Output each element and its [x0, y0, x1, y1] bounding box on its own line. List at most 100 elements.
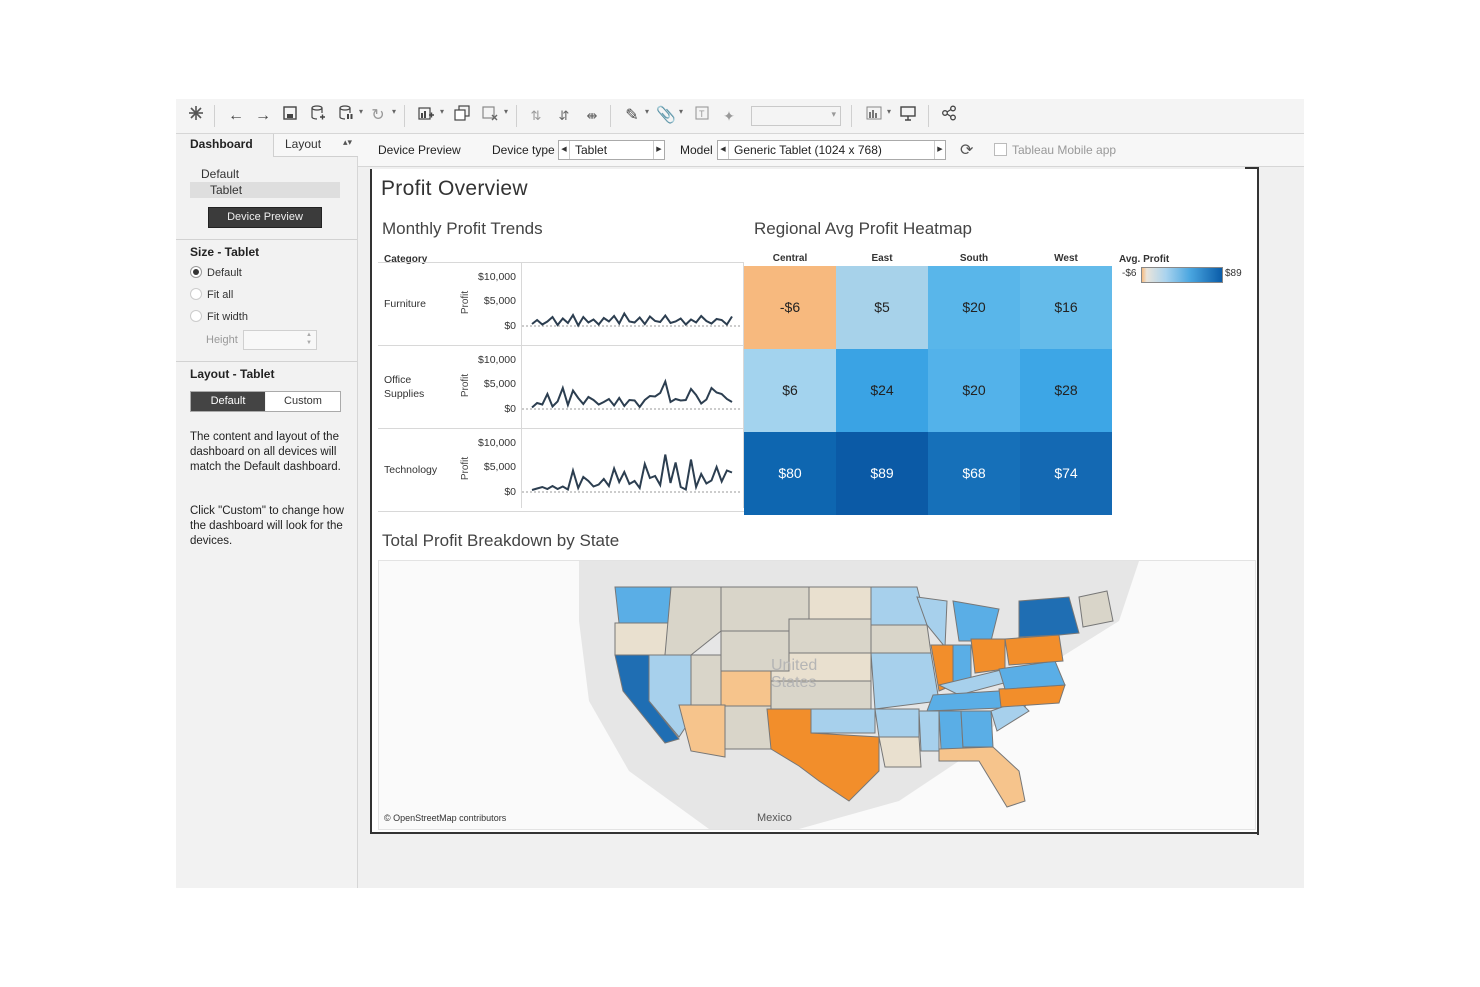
- sort-asc-icon[interactable]: ⇵: [558, 108, 570, 123]
- device-preview-bar: Device Preview Device type ◀ Tablet ▶ Mo…: [358, 134, 1304, 167]
- device-item-tablet[interactable]: Tablet: [190, 182, 340, 198]
- state-pennsylvania[interactable]: [1004, 634, 1064, 666]
- y-tick-label: $10,000: [478, 437, 516, 449]
- fit-combo[interactable]: [751, 106, 841, 126]
- state-new-mexico[interactable]: [724, 705, 772, 750]
- device-preview-button[interactable]: Device Preview: [208, 207, 322, 228]
- prev-arrow-icon[interactable]: ◀: [718, 141, 729, 159]
- redo-icon[interactable]: →: [255, 107, 271, 124]
- label-icon[interactable]: T: [692, 105, 712, 127]
- share-icon[interactable]: [939, 105, 959, 127]
- y-tick-label: $0: [504, 486, 516, 498]
- state-south-dakota[interactable]: [788, 618, 872, 654]
- device-item-default[interactable]: Default: [201, 167, 240, 181]
- state-north-dakota[interactable]: [808, 586, 872, 620]
- state-new-york[interactable]: [1018, 596, 1080, 638]
- state-georgia[interactable]: [960, 710, 994, 748]
- trend-pane: Office Supplies Profit $10,000 $5,000 $0: [378, 345, 744, 429]
- height-input[interactable]: ▲ ▼: [243, 330, 317, 350]
- state-new-england[interactable]: [1078, 590, 1114, 628]
- prev-arrow-icon[interactable]: ◀: [559, 141, 570, 159]
- mobile-app-checkbox[interactable]: [994, 143, 1007, 156]
- tab-dashboard[interactable]: Dashboard: [190, 137, 253, 151]
- heatmap-cell[interactable]: -$6: [744, 266, 836, 349]
- heatmap-cell[interactable]: $24: [836, 349, 928, 432]
- model-value: Generic Tablet (1024 x 768): [734, 143, 882, 157]
- heatmap-cell[interactable]: $68: [928, 432, 1020, 515]
- layout-custom-button[interactable]: Custom: [266, 392, 340, 411]
- panel-tabs: Dashboard Layout ▴▾: [176, 134, 358, 157]
- heatmap-cell[interactable]: $6: [744, 349, 836, 432]
- mobile-app-label: Tableau Mobile app: [1012, 143, 1117, 157]
- state-florida[interactable]: [938, 746, 1026, 808]
- category-label: Technology: [384, 464, 438, 476]
- size-option-fit-width[interactable]: Fit width: [190, 310, 248, 324]
- state-washington[interactable]: [614, 586, 672, 624]
- trends-title: Monthly Profit Trends: [382, 219, 543, 238]
- state-texas[interactable]: [766, 708, 880, 802]
- state-iowa[interactable]: [870, 624, 932, 654]
- device-type-value: Tablet: [575, 143, 608, 157]
- category-label: Office Supplies: [384, 374, 425, 400]
- heatmap-cell[interactable]: $20: [928, 266, 1020, 349]
- state-virginia[interactable]: [998, 660, 1066, 690]
- heatmap-cell[interactable]: $89: [836, 432, 928, 515]
- heatmap-cell[interactable]: $74: [1020, 432, 1112, 515]
- state-oregon[interactable]: [614, 622, 672, 656]
- state-arizona[interactable]: [678, 704, 726, 758]
- refresh-icon[interactable]: ↻: [371, 107, 385, 124]
- show-me-icon[interactable]: [864, 105, 884, 127]
- heatmap-cell[interactable]: $20: [928, 349, 1020, 432]
- size-option-fit-all[interactable]: Fit all: [190, 288, 233, 302]
- next-arrow-icon[interactable]: ▶: [653, 141, 664, 159]
- heatmap-cell[interactable]: $80: [744, 432, 836, 515]
- state-idaho[interactable]: [664, 586, 722, 656]
- state-minnesota[interactable]: [870, 586, 928, 626]
- tableau-logo-icon[interactable]: [186, 105, 206, 127]
- layout-default-button[interactable]: Default: [191, 392, 265, 411]
- trend-line-plot: [522, 378, 742, 410]
- save-icon[interactable]: [280, 105, 300, 127]
- heatmap-cell[interactable]: $5: [836, 266, 928, 349]
- state-missouri[interactable]: [870, 652, 940, 710]
- state-arkansas[interactable]: [874, 708, 920, 738]
- undo-icon[interactable]: ←: [228, 107, 244, 124]
- device-type-dropdown[interactable]: ◀ Tablet ▶: [558, 140, 665, 160]
- rotate-device-icon[interactable]: ⟳: [960, 142, 974, 159]
- device-type-label: Device type: [492, 143, 555, 157]
- pin-icon[interactable]: ✦: [723, 108, 735, 124]
- state-louisiana[interactable]: [878, 736, 922, 768]
- next-arrow-icon[interactable]: ▶: [934, 141, 945, 159]
- state-alabama[interactable]: [938, 710, 964, 750]
- heatmap-cell[interactable]: $28: [1020, 349, 1112, 432]
- trend-line-furniture: [531, 311, 733, 328]
- state-profit-map[interactable]: United States © OpenStreetMap contributor…: [378, 560, 1256, 830]
- size-option-label: Fit all: [207, 289, 234, 301]
- duplicate-icon[interactable]: [452, 105, 472, 127]
- state-mississippi[interactable]: [918, 710, 940, 752]
- presentation-icon[interactable]: [898, 105, 918, 127]
- group-icon[interactable]: 📎: [656, 107, 676, 124]
- heatmap-cell[interactable]: $16: [1020, 266, 1112, 349]
- tab-layout[interactable]: Layout ▴▾: [273, 134, 358, 157]
- trend-pane: Furniture Profit $10,000 $5,000 $0: [378, 262, 744, 346]
- new-worksheet-icon[interactable]: [416, 105, 436, 127]
- highlight-icon[interactable]: ✎: [625, 107, 639, 124]
- pause-icon[interactable]: [336, 105, 356, 127]
- clear-icon[interactable]: [480, 105, 500, 127]
- heatmap-column-header: East: [871, 253, 893, 264]
- new-datasource-icon[interactable]: [308, 105, 328, 127]
- y-tick-label: $5,000: [483, 461, 516, 473]
- state-colorado[interactable]: [720, 670, 772, 707]
- trend-line-plot: [522, 454, 742, 493]
- size-option-default[interactable]: Default: [190, 266, 242, 280]
- trend-pane: Technology Profit $10,000 $5,000 $0: [378, 428, 744, 512]
- sort-desc-icon[interactable]: ⇼: [586, 108, 598, 123]
- swap-icon[interactable]: ⇅: [530, 108, 542, 123]
- y-tick-label: $10,000: [478, 271, 516, 283]
- map-label-mexico: Mexico: [757, 812, 792, 824]
- size-title: Size - Tablet: [190, 245, 260, 259]
- state-ohio[interactable]: [970, 638, 1006, 674]
- state-utah[interactable]: [690, 654, 722, 706]
- model-dropdown[interactable]: ◀ Generic Tablet (1024 x 768) ▶: [717, 140, 946, 160]
